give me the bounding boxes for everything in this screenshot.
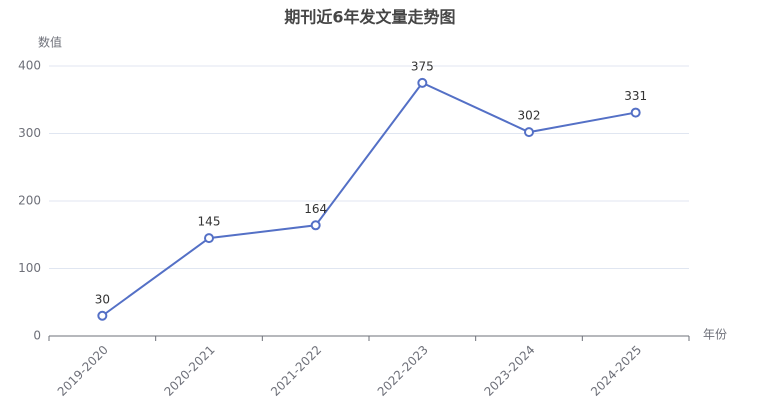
data-label: 145 xyxy=(198,215,221,229)
x-axis-name: 年份 xyxy=(703,328,727,342)
data-label: 302 xyxy=(518,109,541,123)
y-tick-label: 300 xyxy=(18,126,41,140)
x-tick-label: 2024-2025 xyxy=(588,343,644,399)
data-label: 164 xyxy=(304,202,327,216)
y-tick-label: 100 xyxy=(18,261,41,275)
point xyxy=(630,107,641,118)
data-label: 30 xyxy=(95,292,110,306)
y-axis-name: 数值 xyxy=(38,35,62,50)
x-tick-label: 2023-2024 xyxy=(481,343,537,399)
x-tick-label: 2020-2021 xyxy=(161,343,217,399)
y-tick-label: 0 xyxy=(33,329,41,343)
point xyxy=(524,127,534,138)
point xyxy=(204,233,214,244)
line-series xyxy=(101,81,636,317)
point xyxy=(310,220,321,231)
data-label: 331 xyxy=(624,89,647,103)
chart-title: 期刊近6年发文量走势图 xyxy=(284,8,455,27)
x-tick-label: 2019-2020 xyxy=(55,343,111,399)
data-label: 375 xyxy=(411,59,434,73)
x-tick-label: 2022-2023 xyxy=(375,343,431,399)
x-tick-label: 2021-2022 xyxy=(268,343,324,399)
y-tick-label: 200 xyxy=(18,194,41,208)
y-tick-label: 400 xyxy=(18,59,41,73)
point xyxy=(417,77,428,88)
point xyxy=(97,310,108,321)
